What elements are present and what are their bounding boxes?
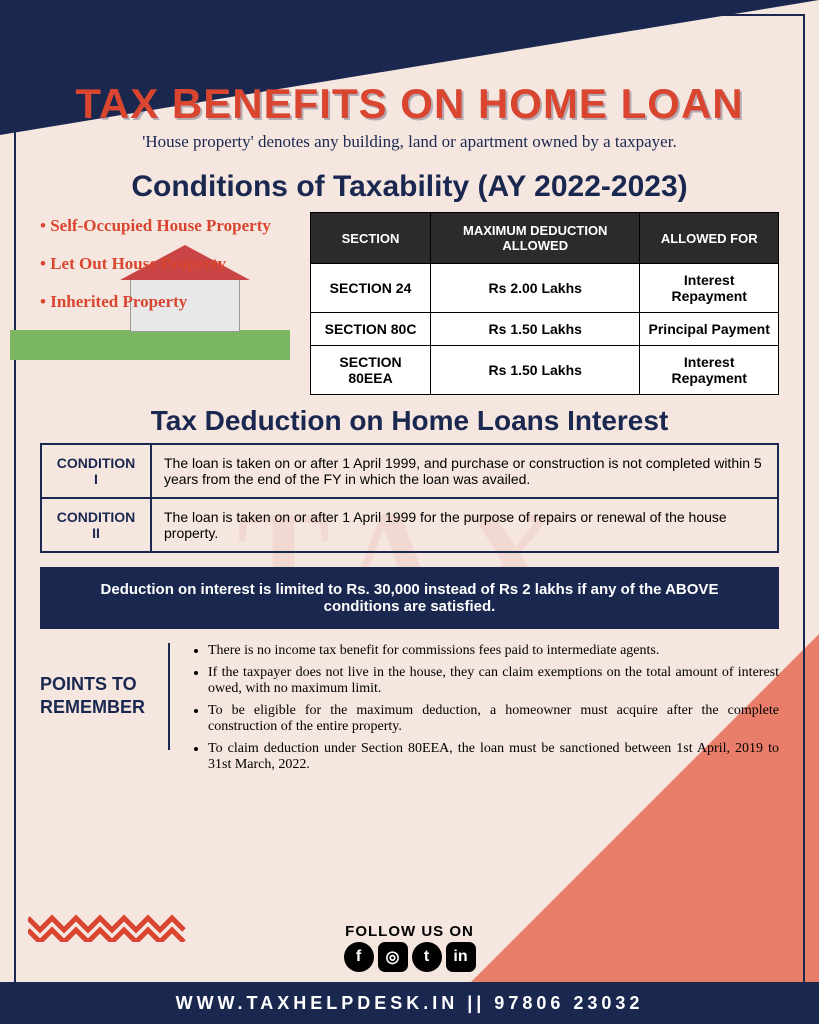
table-row: SECTION 80C Rs 1.50 Lakhs Principal Paym… (311, 313, 779, 346)
condition-text: The loan is taken on or after 1 April 19… (151, 444, 778, 498)
condition-row: CONDITION I The loan is taken on or afte… (41, 444, 778, 498)
table-row: SECTION 24 Rs 2.00 Lakhs Interest Repaym… (311, 264, 779, 313)
subtitle: 'House property' denotes any building, l… (40, 132, 779, 152)
house-illustration (10, 270, 290, 360)
table-header: ALLOWED FOR (640, 213, 779, 264)
point-item: If the taxpayer does not live in the hou… (208, 665, 779, 697)
point-item: There is no income tax benefit for commi… (208, 643, 779, 659)
point-item: To claim deduction under Section 80EEA, … (208, 741, 779, 773)
interest-deduction-heading: Tax Deduction on Home Loans Interest (40, 405, 779, 437)
linkedin-icon[interactable]: in (446, 942, 476, 972)
zigzag-decoration (28, 910, 188, 942)
condition-label: CONDITION II (41, 498, 151, 552)
deduction-table: SECTION MAXIMUM DEDUCTION ALLOWED ALLOWE… (310, 212, 779, 395)
condition-label: CONDITION I (41, 444, 151, 498)
property-types-list: Self-Occupied House Property Let Out Hou… (40, 212, 300, 330)
twitter-icon[interactable]: t (412, 942, 442, 972)
conditions-table: CONDITION I The loan is taken on or afte… (40, 443, 779, 553)
point-item: To be eligible for the maximum deduction… (208, 703, 779, 735)
instagram-icon[interactable]: ◎ (378, 942, 408, 972)
condition-row: CONDITION II The loan is taken on or aft… (41, 498, 778, 552)
table-header: MAXIMUM DEDUCTION ALLOWED (431, 213, 640, 264)
taxability-heading: Conditions of Taxability (AY 2022-2023) (40, 170, 779, 204)
condition-text: The loan is taken on or after 1 April 19… (151, 498, 778, 552)
deduction-limit-banner: Deduction on interest is limited to Rs. … (40, 567, 779, 629)
points-list: There is no income tax benefit for commi… (186, 643, 779, 779)
follow-us-label: FOLLOW US ON (344, 923, 476, 940)
property-type-item: Inherited Property (40, 292, 300, 312)
table-header: SECTION (311, 213, 431, 264)
points-to-remember-label: POINTS TO REMEMBER (40, 643, 170, 750)
main-title: TAX BENEFITS ON HOME LOAN (40, 80, 779, 128)
footer-contact: WWW.TAXHELPDESK.IN || 97806 23032 (0, 982, 819, 1024)
property-type-item: Self-Occupied House Property (40, 216, 300, 236)
property-type-item: Let Out House Property (40, 254, 300, 274)
table-row: SECTION 80EEA Rs 1.50 Lakhs Interest Rep… (311, 346, 779, 395)
facebook-icon[interactable]: f (344, 942, 374, 972)
